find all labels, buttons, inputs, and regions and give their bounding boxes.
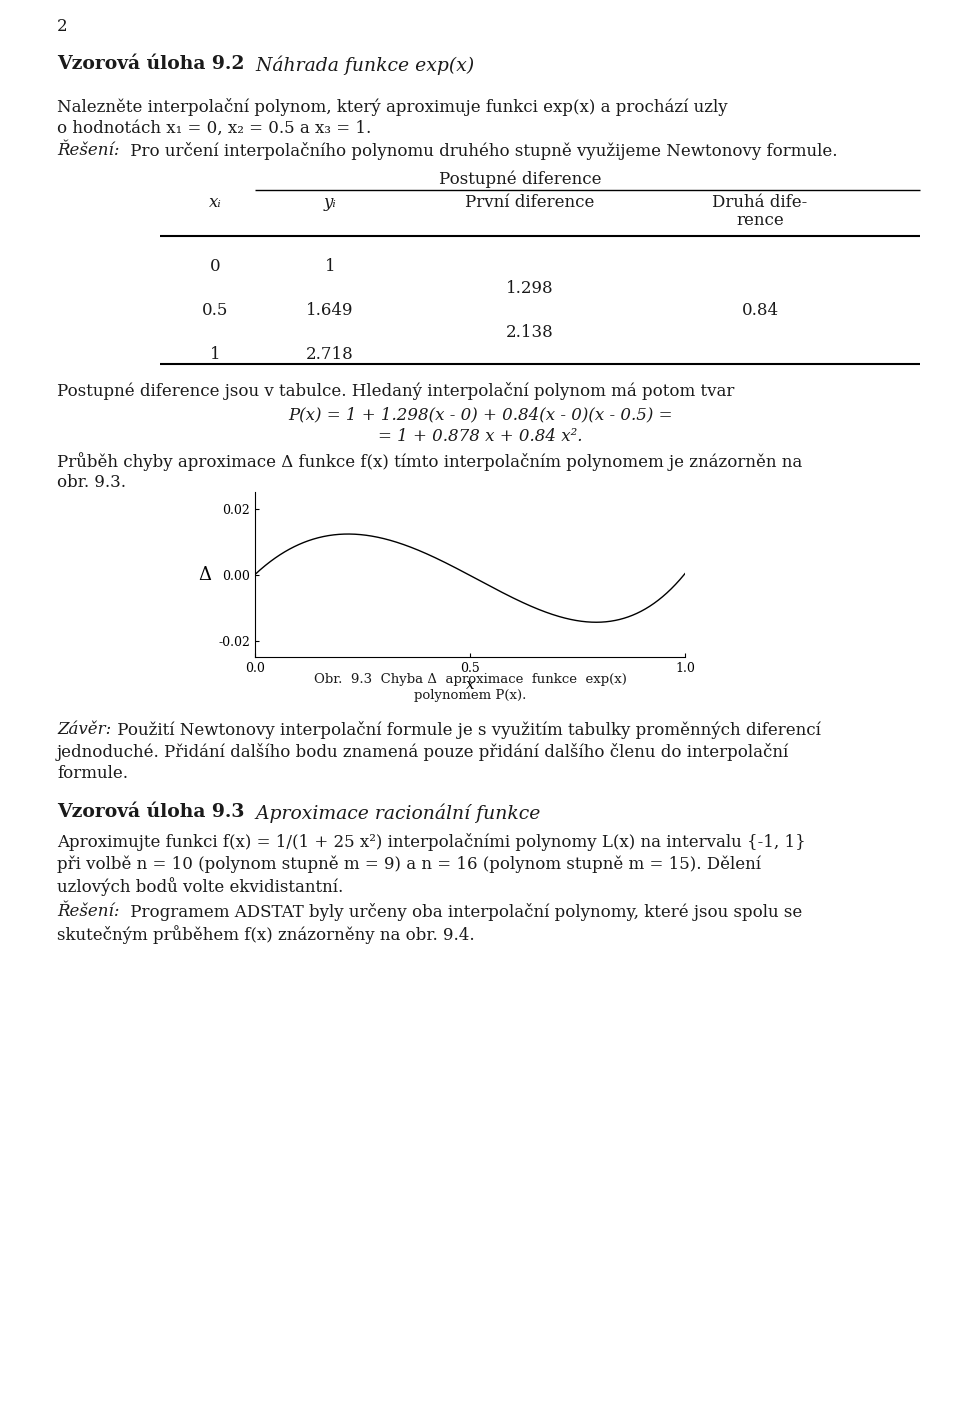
X-axis label: x: x xyxy=(466,678,474,691)
Text: Aproximace racionální funkce: Aproximace racionální funkce xyxy=(250,804,540,822)
Text: 1: 1 xyxy=(209,346,220,363)
Text: 2: 2 xyxy=(57,19,67,36)
Text: P(x) = 1 + 1.298(x - 0) + 0.84(x - 0)(x - 0.5) =: P(x) = 1 + 1.298(x - 0) + 0.84(x - 0)(x … xyxy=(288,406,672,423)
Text: Obr.  9.3  Chyba Δ  aproximace  funkce  exp(x): Obr. 9.3 Chyba Δ aproximace funkce exp(x… xyxy=(314,673,627,685)
Text: 0.84: 0.84 xyxy=(741,302,779,319)
Text: 2.718: 2.718 xyxy=(306,346,354,363)
Text: Vzorová úloha 9.3: Vzorová úloha 9.3 xyxy=(57,804,245,821)
Text: yᵢ: yᵢ xyxy=(324,194,336,211)
Text: skutečným průběhem f(x) znázorněny na obr. 9.4.: skutečným průběhem f(x) znázorněny na ob… xyxy=(57,925,474,943)
Text: Řešení:: Řešení: xyxy=(57,142,119,160)
Text: 0.5: 0.5 xyxy=(202,302,228,319)
Text: 1.298: 1.298 xyxy=(506,279,554,296)
Text: polynomem P(x).: polynomem P(x). xyxy=(414,690,526,703)
Text: o hodnotách x₁ = 0, x₂ = 0.5 a x₃ = 1.: o hodnotách x₁ = 0, x₂ = 0.5 a x₃ = 1. xyxy=(57,120,372,137)
Text: Postupné diference jsou v tabulce. Hledaný interpolační polynom má potom tvar: Postupné diference jsou v tabulce. Hleda… xyxy=(57,382,734,400)
Text: Vzorová úloha 9.2: Vzorová úloha 9.2 xyxy=(57,56,245,73)
Text: Druhá dife-: Druhá dife- xyxy=(712,194,807,211)
Text: obr. 9.3.: obr. 9.3. xyxy=(57,475,126,492)
Text: jednoduché. Přidání dalšího bodu znamená pouze přidání dalšího členu do interpol: jednoduché. Přidání dalšího bodu znamená… xyxy=(57,742,789,761)
Text: Použití Newtonovy interpolační formule je s využitím tabulky proměnných diferenc: Použití Newtonovy interpolační formule j… xyxy=(112,721,821,740)
Text: formule.: formule. xyxy=(57,765,128,782)
Text: 0: 0 xyxy=(209,258,220,275)
Text: Postupné diference: Postupné diference xyxy=(439,170,601,188)
Text: Závěr:: Závěr: xyxy=(57,721,111,738)
Text: Nalezněte interpolační polynom, který aproximuje funkci exp(x) a prochází uzly: Nalezněte interpolační polynom, který ap… xyxy=(57,98,728,115)
Text: 1: 1 xyxy=(324,258,335,275)
Text: Programem ADSTAT byly určeny oba interpolační polynomy, které jsou spolu se: Programem ADSTAT byly určeny oba interpo… xyxy=(125,903,803,921)
Text: Pro určení interpolačního polynomu druhého stupně využijeme Newtonovy formule.: Pro určení interpolačního polynomu druhé… xyxy=(125,142,837,160)
Text: uzlových bodů volte ekvidistantní.: uzlových bodů volte ekvidistantní. xyxy=(57,876,344,896)
Text: = 1 + 0.878 x + 0.84 x².: = 1 + 0.878 x + 0.84 x². xyxy=(377,428,583,445)
Text: při volbě n = 10 (polynom stupně m = 9) a n = 16 (polynom stupně m = 15). Dělení: při volbě n = 10 (polynom stupně m = 9) … xyxy=(57,855,761,872)
Text: xᵢ: xᵢ xyxy=(208,194,222,211)
Text: První diference: První diference xyxy=(466,194,594,211)
Text: rence: rence xyxy=(736,212,784,229)
Text: 1.649: 1.649 xyxy=(306,302,353,319)
Text: Aproximujte funkci f(x) = 1/(1 + 25 x²) interpolačními polynomy L(x) na interval: Aproximujte funkci f(x) = 1/(1 + 25 x²) … xyxy=(57,834,805,851)
Text: Řešení:: Řešení: xyxy=(57,903,119,921)
Text: Náhrada funkce exp(x): Náhrada funkce exp(x) xyxy=(250,56,474,74)
Text: 2.138: 2.138 xyxy=(506,323,554,341)
Y-axis label: Δ: Δ xyxy=(198,566,211,583)
Text: Průběh chyby aproximace Δ funkce f(x) tímto interpolačním polynomem je znázorněn: Průběh chyby aproximace Δ funkce f(x) tí… xyxy=(57,452,803,470)
